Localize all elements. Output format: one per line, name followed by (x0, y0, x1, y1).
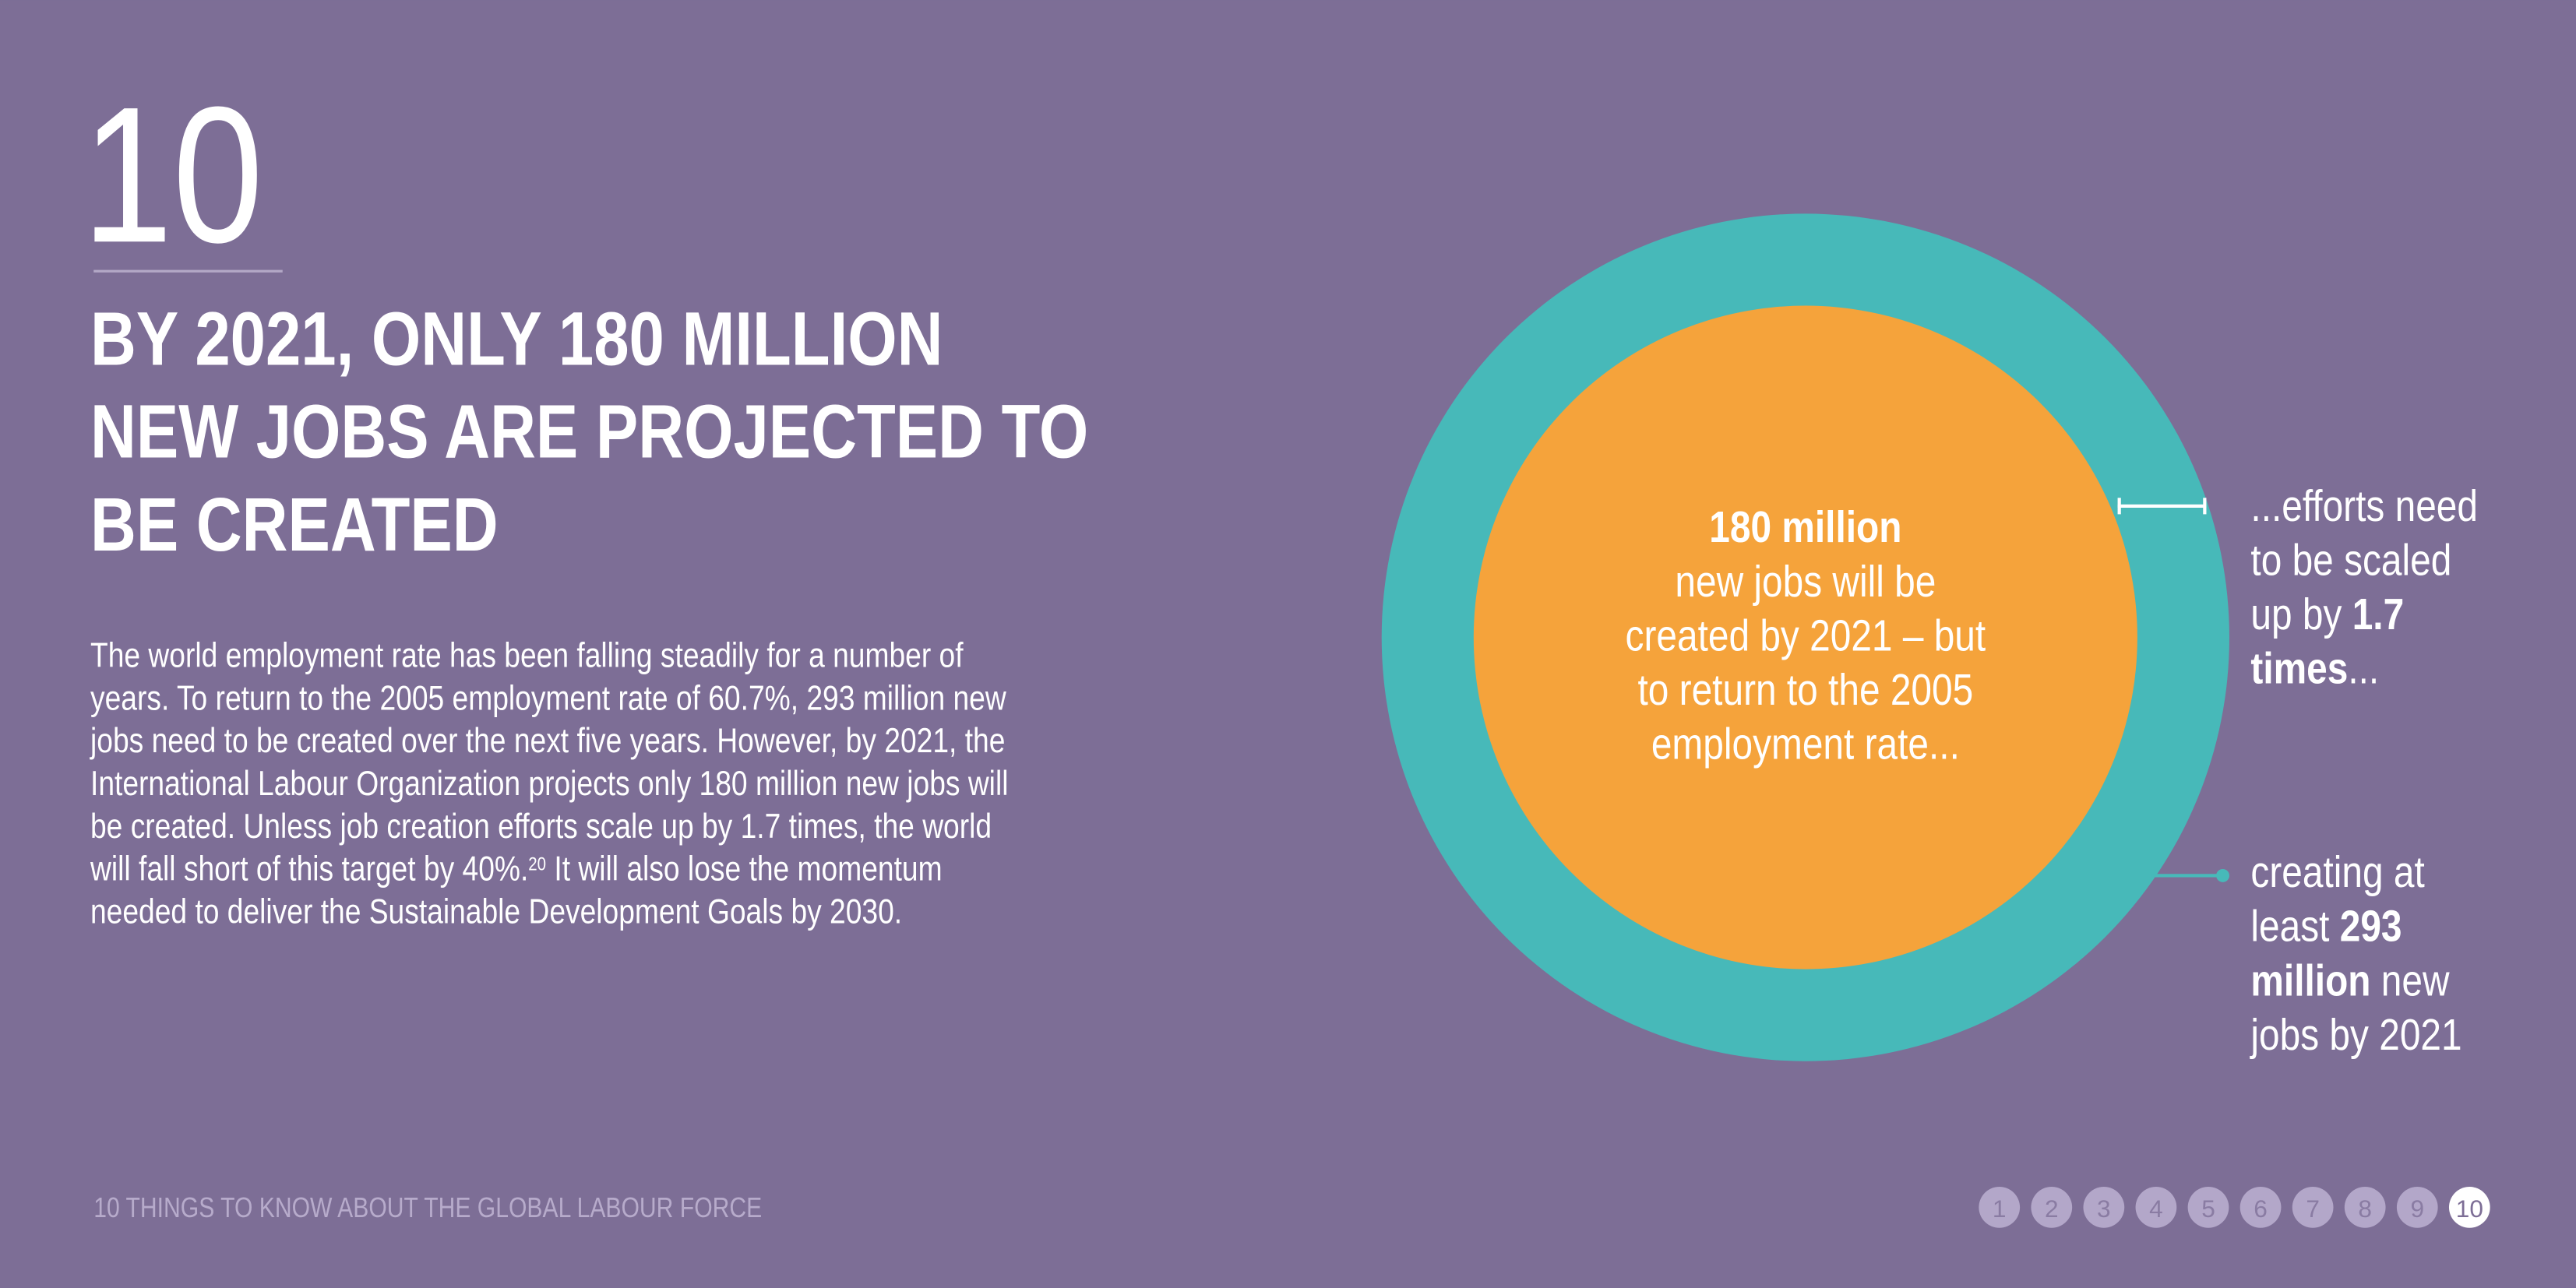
page-dot (1979, 1187, 2021, 1228)
page-dot (2187, 1187, 2229, 1228)
center-text-line: new jobs will be (1675, 557, 1936, 607)
big-number: 10 (82, 66, 263, 283)
title-line: BY 2021, ONLY 180 MILLION (90, 297, 943, 381)
paragraph-line: years. To return to the 2005 employment … (90, 678, 1006, 717)
title-line: NEW JOBS ARE PROJECTED TO (90, 389, 1088, 473)
page-dot (2239, 1187, 2282, 1228)
superscript: 20 (528, 853, 546, 875)
paragraph-line: International Labour Organization projec… (90, 764, 1008, 803)
paragraph-line: needed to deliver the Sustainable Develo… (90, 892, 902, 931)
page-dot (2031, 1187, 2073, 1228)
page-dot (2396, 1187, 2438, 1228)
page-dot (2344, 1187, 2386, 1228)
text-run: needed to deliver the Sustainable Develo… (90, 892, 902, 931)
text-run: created by 2021 – but (1626, 611, 1986, 661)
text-run: will fall short of this target by 40%. (90, 850, 528, 889)
footer: 10 THINGS TO KNOW ABOUT THE GLOBAL LABOU… (93, 1193, 762, 1224)
text-run: jobs by 2021 (2250, 1010, 2462, 1060)
center-text-line: created by 2021 – but (1626, 611, 1986, 661)
center-text-line: 180 million (1709, 502, 1901, 552)
paragraph-line: will fall short of this target by 40%.20… (90, 850, 942, 889)
inner-circle (1473, 305, 2137, 970)
text-run: million (2250, 955, 2370, 1005)
text-run: up by (2250, 589, 2352, 639)
page-number: 10 (2456, 1195, 2483, 1223)
callout-line: jobs by 2021 (2250, 1010, 2462, 1060)
text-run: It will also lose the momentum (546, 850, 943, 889)
text-run: times (2250, 644, 2348, 694)
text-run: new jobs will be (1675, 557, 1936, 607)
text-run: ... (2348, 644, 2379, 694)
page-number: 3 (2097, 1195, 2111, 1223)
callout-line: times... (2250, 644, 2379, 694)
text-run: 180 million (1709, 502, 1901, 552)
text-run: to return to the 2005 (1637, 665, 1973, 715)
text-run: creating at (2250, 847, 2425, 897)
callout-line: creating at (2250, 847, 2425, 897)
bracket (2117, 498, 2207, 515)
callout-line: up by 1.7 (2250, 589, 2404, 639)
page-number: 9 (2410, 1195, 2424, 1223)
text-run: least (2250, 902, 2339, 952)
text-run: International Labour Organization projec… (90, 764, 1008, 803)
pointer-dot (2216, 868, 2229, 882)
callout-line: least 293 (2250, 902, 2402, 952)
callout-line: to be scaled (2250, 536, 2451, 586)
page-dot (2292, 1187, 2334, 1228)
center-text-line: employment rate... (1651, 720, 1960, 769)
callout-line: ...efforts need (2250, 481, 2478, 531)
callout-line: million new (2250, 955, 2450, 1005)
text-run: jobs need to be created over the next fi… (90, 721, 1005, 760)
paragraph-line: jobs need to be created over the next fi… (90, 721, 1005, 760)
center-text-line: to return to the 2005 (1637, 665, 1973, 715)
text-run: 293 (2340, 902, 2402, 952)
text-run: The world employment rate has been falli… (90, 635, 964, 674)
text-run: to be scaled (2250, 536, 2451, 586)
text-run: years. To return to the 2005 employment … (90, 678, 1006, 717)
text-run: employment rate... (1651, 720, 1960, 769)
paragraph-line: be created. Unless job creation efforts … (90, 807, 992, 846)
page-number: 2 (2045, 1195, 2059, 1223)
page-number: 5 (2201, 1195, 2215, 1223)
text-run: new (2371, 955, 2451, 1005)
page-number: 8 (2358, 1195, 2372, 1223)
text-run: be created. Unless job creation efforts … (90, 807, 992, 846)
paragraph-line: The world employment rate has been falli… (90, 635, 964, 674)
page-dot (2448, 1187, 2490, 1228)
title-line: BE CREATED (90, 482, 499, 566)
page-number: 1 (1993, 1195, 2007, 1223)
page-number: 7 (2306, 1195, 2320, 1223)
page-dot (2083, 1187, 2125, 1228)
page-number: 6 (2254, 1195, 2268, 1223)
text-run: 1.7 (2352, 589, 2404, 639)
page-number: 4 (2149, 1195, 2163, 1223)
text-run: ...efforts need (2250, 481, 2478, 531)
page-dot (2135, 1187, 2177, 1228)
